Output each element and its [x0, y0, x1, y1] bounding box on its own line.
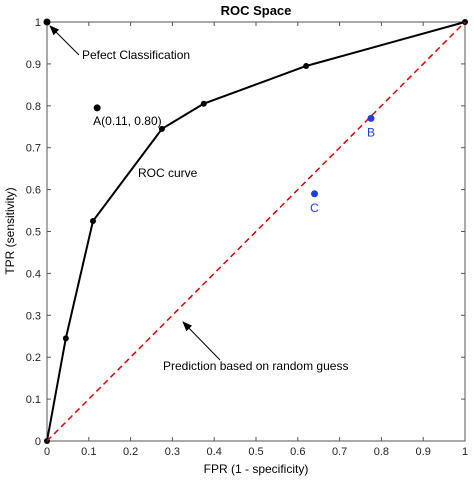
point-a-label: A(0.11, 0.80)	[93, 114, 161, 128]
points-layer: A(0.11, 0.80) B C	[43, 18, 375, 215]
y-tick-label: 0.8	[26, 101, 41, 113]
y-tick-label: 0.5	[26, 227, 41, 239]
roc-curve-point	[158, 125, 165, 132]
y-tick-label: 0.6	[26, 185, 41, 197]
random-guess-arrow	[182, 321, 221, 361]
perfect-classification-label: Pefect Classification	[82, 48, 190, 62]
x-tick-label: 0.4	[207, 446, 222, 458]
x-tick-label: 1	[462, 446, 468, 458]
x-tick-label: 0	[44, 446, 50, 458]
perfect-classification-arrow	[49, 25, 80, 56]
y-tick-label: 0	[35, 436, 41, 448]
x-tick-label: 0.9	[416, 446, 431, 458]
x-tick-label: 0.5	[248, 446, 263, 458]
point-b-label: B	[367, 125, 375, 139]
roc-curve-point	[200, 100, 207, 107]
point-c-label: C	[310, 201, 319, 215]
point-b	[367, 114, 375, 122]
y-tick-label: 0.2	[26, 352, 41, 364]
x-axis-label: FPR (1 - specificity)	[204, 462, 309, 476]
roc-curve-point	[62, 335, 69, 342]
y-axis-ticks: 0 0.1 0.2 0.3 0.4 0.5 0.6 0.7 0.8 0.9 1	[26, 17, 465, 448]
annotations-layer: Pefect Classification ROC curve Predicti…	[49, 25, 348, 373]
point-a	[93, 104, 101, 112]
y-tick-label: 1	[35, 17, 41, 29]
y-tick-label: 0.1	[26, 394, 41, 406]
x-tick-label: 0.7	[332, 446, 347, 458]
x-tick-label: 0.2	[123, 446, 138, 458]
x-tick-label: 0.3	[165, 446, 180, 458]
x-tick-label: 0.1	[81, 446, 96, 458]
y-axis-label: TPR (sensitivity)	[3, 187, 17, 274]
x-tick-label: 0.6	[290, 446, 305, 458]
x-tick-label: 0.8	[374, 446, 389, 458]
corner-point	[43, 18, 51, 26]
y-tick-label: 0.7	[26, 143, 41, 155]
random-guess-label: Prediction based on random guess	[163, 359, 348, 373]
y-tick-label: 0.3	[26, 310, 41, 322]
roc-curve-point	[303, 62, 310, 69]
random-guess-line	[46, 21, 466, 442]
point-c	[311, 190, 319, 198]
roc-curve-label: ROC curve	[138, 166, 198, 180]
series-layer	[44, 19, 468, 444]
roc-curve-point	[89, 218, 96, 225]
y-tick-label: 0.4	[26, 268, 41, 280]
chart-title: ROC Space	[221, 3, 292, 18]
y-tick-label: 0.9	[26, 59, 41, 71]
x-axis-ticks: 0 0.1 0.2 0.3 0.4 0.5 0.6 0.7 0.8 0.9 1	[44, 22, 468, 458]
